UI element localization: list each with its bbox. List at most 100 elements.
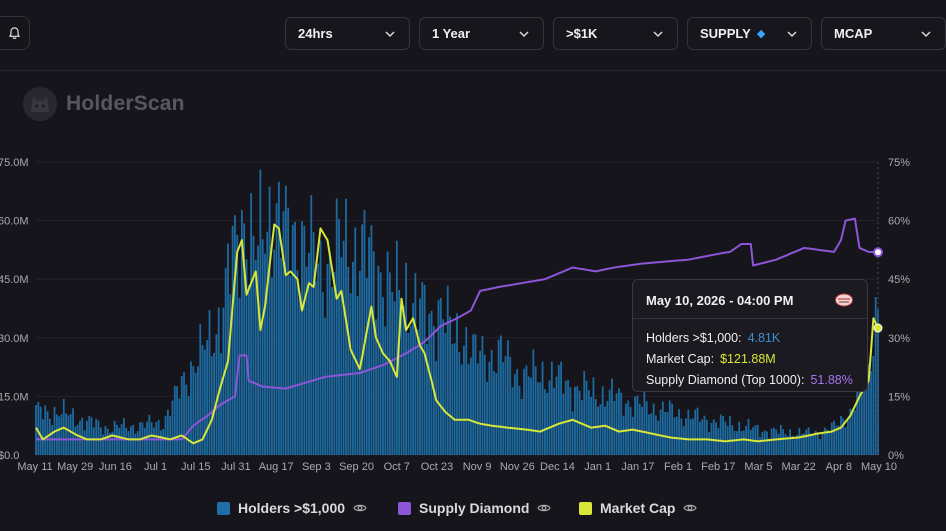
holders-bar [421, 281, 424, 455]
legend-item-mcap[interactable]: Market Cap [579, 500, 698, 516]
timeframe-dropdown[interactable]: 24hrs [285, 17, 410, 50]
holders-bar [74, 426, 77, 455]
holders-bar [694, 409, 697, 455]
holders-bar [564, 380, 567, 455]
holders-bar [271, 277, 273, 455]
metric-dropdown[interactable]: MCAP [821, 17, 946, 50]
holders-bar [160, 430, 162, 455]
holders-bar [793, 437, 796, 455]
x-axis-tick-label: Apr 8 [826, 461, 852, 473]
holders-bar [851, 408, 854, 455]
holders-bar [206, 340, 209, 455]
holders-bar [60, 414, 63, 455]
holders-bar [324, 317, 327, 455]
holders-bar [678, 409, 680, 455]
holders-bar [506, 340, 509, 455]
legend-item-holders[interactable]: Holders >$1,000 [217, 500, 367, 516]
holders-bar [500, 335, 502, 455]
holders-bar [48, 418, 51, 455]
holders-bar [326, 264, 329, 455]
holders-bar [525, 365, 528, 455]
holders-chart[interactable]: $0.0 0% 15.0M 15% 30.0M 30% 45.0M 45% 60.0M 60% 75… [0, 150, 946, 475]
eye-icon[interactable] [683, 501, 698, 515]
holders-bar [129, 426, 132, 455]
holders-bar [42, 419, 44, 455]
holders-bar [143, 427, 146, 455]
holders-bar [661, 401, 664, 455]
notifications-button[interactable] [0, 16, 30, 50]
holders-bar [740, 431, 743, 455]
legend-swatch [217, 501, 230, 515]
range-dropdown[interactable]: 1 Year [419, 17, 544, 50]
diamond-icon: ◆ [756, 28, 766, 40]
holders-bar [703, 415, 706, 455]
holders-bar [638, 403, 641, 455]
mcap-hover-point [873, 323, 883, 333]
tooltip-holders-row: Holders >$1,000: 4.81K [646, 327, 854, 348]
holders-bar [449, 316, 451, 455]
holders-bar [393, 301, 396, 455]
holders-bar [460, 364, 463, 455]
holders-bar [465, 327, 468, 455]
holders-bar [724, 421, 727, 455]
holders-bar [435, 361, 438, 455]
tooltip-supply-row: Supply Diamond (Top 1000): 51.88% [646, 369, 854, 390]
holders-bar [689, 419, 692, 455]
eye-icon[interactable] [537, 501, 552, 515]
holders-bar [742, 430, 745, 455]
holders-bar [766, 431, 768, 455]
holders-bar [523, 368, 525, 455]
holders-bar [490, 349, 493, 455]
holders-bar [786, 436, 789, 455]
holders-bar [604, 406, 606, 455]
supply-dropdown[interactable]: SUPPLY ◆ [687, 17, 812, 50]
holders-bar [162, 428, 165, 455]
y-axis-left-tick-label: 75.0M [0, 157, 29, 169]
holders-bar [384, 326, 387, 455]
x-axis-tick-label: Jan 1 [584, 461, 611, 473]
holders-bar [104, 426, 107, 455]
holders-bar [289, 275, 292, 455]
holders-bar [835, 425, 838, 455]
holders-bar [190, 361, 192, 455]
legend-item-supply[interactable]: Supply Diamond [398, 500, 552, 516]
holders-bar [601, 386, 604, 455]
holder-threshold-dropdown[interactable]: >$1K [553, 17, 678, 50]
chevron-down-icon [921, 30, 931, 37]
holders-bar [169, 416, 172, 455]
holders-bar [775, 429, 778, 455]
holders-bar [240, 209, 243, 455]
legend-label: Market Cap [600, 500, 676, 516]
holders-bar [803, 433, 805, 455]
holders-bar [495, 373, 498, 455]
holders-bar [67, 415, 70, 455]
eye-icon[interactable] [353, 501, 367, 515]
holders-bar [197, 366, 199, 455]
chevron-down-icon [787, 30, 797, 37]
holders-bar [354, 227, 357, 455]
holders-bar [844, 427, 847, 455]
holders-bar [259, 169, 262, 456]
supply-value: SUPPLY [700, 26, 751, 41]
holders-bar [134, 433, 137, 455]
holders-bar [65, 413, 67, 455]
holders-bar [451, 344, 454, 455]
holders-bar [768, 438, 771, 455]
holders-bar [481, 336, 484, 455]
holders-bar [749, 429, 752, 455]
holders-bar [870, 371, 872, 455]
chart-legend: Holders >$1,000 Supply Diamond Market Ca… [0, 500, 946, 524]
holders-bar [109, 432, 111, 455]
holders-bar [493, 371, 495, 455]
holders-bar [666, 411, 669, 455]
holders-bar [127, 431, 130, 455]
x-axis-tick-label: Nov 9 [463, 461, 492, 473]
tooltip-mcap-row: Market Cap: $121.88M [646, 348, 854, 369]
x-axis-tick-label: May 10 [861, 461, 897, 473]
holders-bar [847, 420, 849, 455]
legend-swatch [579, 501, 592, 515]
holders-bar [622, 415, 625, 455]
holders-bar [321, 292, 324, 455]
chart-tooltip: May 10, 2026 - 04:00 PM Holders >$1,000:… [632, 279, 868, 392]
holders-bar [46, 411, 49, 455]
